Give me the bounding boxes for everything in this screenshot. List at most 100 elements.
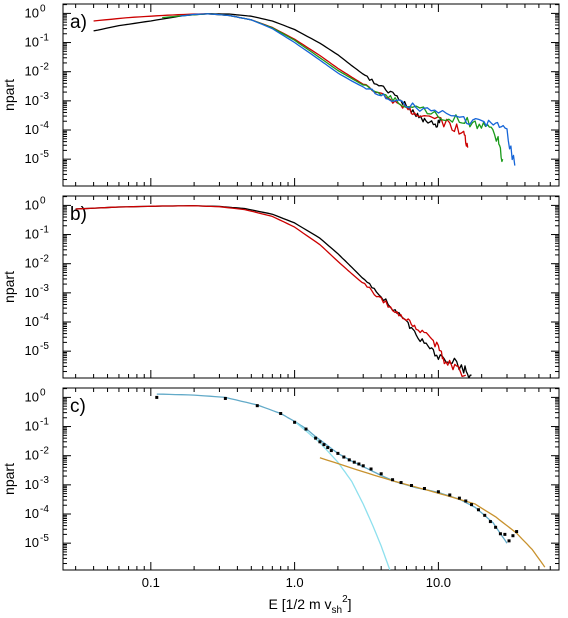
data-point: [511, 534, 515, 538]
y-tick-label-exponent: -2: [40, 62, 49, 73]
y-tick-label: 10: [25, 35, 39, 50]
data-point: [293, 420, 297, 424]
y-tick-label: 10: [25, 227, 39, 242]
data-point: [318, 440, 322, 444]
data-point: [436, 490, 440, 494]
data-point: [470, 503, 474, 507]
y-tick-label: 10: [25, 64, 39, 79]
data-point: [279, 412, 283, 416]
y-tick-label-exponent: -1: [40, 417, 49, 428]
y-tick-label-exponent: -1: [40, 225, 49, 236]
y-tick-label-exponent: -2: [40, 254, 49, 265]
y-tick-label: 10: [25, 419, 39, 434]
data-point: [503, 532, 507, 536]
y-tick-label: 10: [25, 448, 39, 463]
panel-c-series: [155, 393, 546, 570]
y-tick-label-exponent: -1: [40, 33, 49, 44]
y-tick-label: 10: [25, 151, 39, 166]
panel-a-ylabel: npart: [1, 79, 17, 111]
data-point: [379, 472, 383, 476]
series-line: [180, 13, 516, 166]
y-tick-label-exponent: 0: [40, 387, 46, 398]
data-point: [494, 525, 498, 529]
data-point: [322, 443, 326, 447]
y-tick-label: 10: [25, 5, 39, 20]
series-line: [319, 457, 546, 568]
data-point: [515, 530, 519, 534]
data-point: [361, 464, 365, 468]
data-point: [422, 486, 426, 490]
y-tick-label: 10: [25, 506, 39, 521]
data-point: [304, 427, 308, 431]
y-tick-label-exponent: -3: [40, 283, 49, 294]
y-tick-label: 10: [25, 197, 39, 212]
data-point: [352, 460, 356, 464]
panel-b-series: [75, 205, 472, 378]
y-tick-label: 10: [25, 535, 39, 550]
data-point: [336, 451, 340, 455]
panel-a-label: a): [70, 12, 87, 33]
data-point: [507, 539, 511, 543]
data-point: [347, 458, 351, 462]
panel-b-frame: [62, 195, 560, 379]
y-tick-label-exponent: -4: [40, 120, 49, 131]
y-tick-label: 10: [25, 285, 39, 300]
y-tick-label: 10: [25, 343, 39, 358]
series-line: [93, 13, 442, 128]
y-tick-label: 10: [25, 477, 39, 492]
data-point: [342, 455, 346, 459]
data-point: [357, 462, 361, 466]
x-axis-title: E [1/2 m vsh2]: [268, 594, 351, 616]
data-point: [476, 508, 480, 512]
panel-c-frame: [62, 387, 560, 571]
y-tick-label-exponent: 0: [40, 3, 46, 14]
y-tick-label: 10: [25, 256, 39, 271]
y-tick-label-exponent: -3: [40, 475, 49, 486]
series-line: [75, 205, 472, 378]
y-tick-label-exponent: -5: [40, 533, 49, 544]
data-point: [483, 513, 487, 517]
panel-c-ylabel: npart: [1, 463, 17, 495]
data-point: [498, 532, 502, 536]
panel-b-label: b): [70, 204, 87, 225]
y-tick-label-exponent: -4: [40, 312, 49, 323]
panel-b-ylabel: npart: [1, 271, 17, 303]
y-tick-label: 10: [25, 389, 39, 404]
y-tick-label-exponent: 0: [40, 195, 46, 206]
data-point: [326, 446, 330, 450]
y-tick-label: 10: [25, 93, 39, 108]
data-point: [255, 404, 259, 408]
series-line: [156, 393, 508, 544]
y-tick-label-exponent: -2: [40, 446, 49, 457]
panel-a-series: [93, 13, 516, 166]
data-point: [155, 395, 159, 399]
x-tick-label: 10.0: [426, 575, 451, 590]
data-point: [223, 396, 227, 400]
y-tick-label-exponent: -5: [40, 149, 49, 160]
x-tick-label: 1.0: [286, 575, 304, 590]
panel-a-frame: [62, 3, 560, 187]
x-tick-label: 0.1: [142, 575, 160, 590]
data-point: [399, 481, 403, 485]
series-line: [75, 205, 467, 378]
data-point: [457, 496, 461, 500]
data-point: [314, 436, 318, 440]
y-tick-label-exponent: -3: [40, 91, 49, 102]
series-line: [162, 13, 504, 163]
y-tick-label-exponent: -5: [40, 341, 49, 352]
data-point: [464, 499, 468, 503]
y-tick-label: 10: [25, 314, 39, 329]
data-point: [329, 449, 333, 453]
y-tick-label-exponent: -4: [40, 504, 49, 515]
panel-c-label: c): [70, 396, 86, 417]
y-tick-label: 10: [25, 122, 39, 137]
data-point: [391, 478, 395, 482]
series-line: [294, 420, 391, 570]
data-point: [409, 484, 413, 488]
